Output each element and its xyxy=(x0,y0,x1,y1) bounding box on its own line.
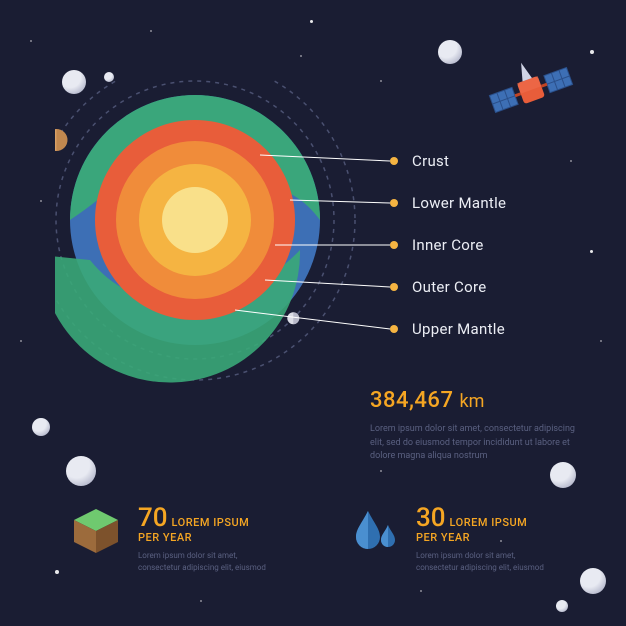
stat-label: LOREM IPSUM xyxy=(450,516,528,529)
earth-layers-diagram xyxy=(85,110,365,390)
distance-stat: 384,467 km Lorem ipsum dolor sit amet, co… xyxy=(370,388,580,464)
satellite-icon xyxy=(486,55,576,125)
distance-description: Lorem ipsum dolor sit amet, consectetur … xyxy=(370,423,580,464)
label-row: Lower Mantle xyxy=(390,182,506,224)
label-text: Inner Core xyxy=(412,236,484,254)
label-text: Lower Mantle xyxy=(412,194,506,212)
stat-value: 70 xyxy=(138,503,168,533)
cube-icon xyxy=(70,505,122,557)
water-drops-icon xyxy=(348,505,400,557)
distance-value: 384,467 xyxy=(370,388,453,413)
label-row: Crust xyxy=(390,140,506,182)
stat-sublabel: PER YEAR xyxy=(138,531,278,544)
label-row: Outer Core xyxy=(390,266,506,308)
distance-unit: km xyxy=(459,391,484,412)
stat-description: Lorem ipsum dolor sit amet, consectetur … xyxy=(416,550,556,574)
label-text: Upper Mantle xyxy=(412,320,505,338)
label-dot-icon xyxy=(390,241,398,249)
bottom-stats-row: 70 LOREM IPSUM PER YEAR Lorem ipsum dolo… xyxy=(70,505,556,574)
label-dot-icon xyxy=(390,199,398,207)
stat-value: 30 xyxy=(416,503,446,533)
label-row: Upper Mantle xyxy=(390,308,506,350)
stat-label: LOREM IPSUM xyxy=(172,516,250,529)
label-text: Crust xyxy=(412,152,449,170)
stat-block: 70 LOREM IPSUM PER YEAR Lorem ipsum dolo… xyxy=(70,505,278,574)
layer-labels-list: Crust Lower Mantle Inner Core Outer Core… xyxy=(390,140,506,350)
label-dot-icon xyxy=(390,157,398,165)
stat-block: 30 LOREM IPSUM PER YEAR Lorem ipsum dolo… xyxy=(348,505,556,574)
label-row: Inner Core xyxy=(390,224,506,266)
stat-description: Lorem ipsum dolor sit amet, consectetur … xyxy=(138,550,278,574)
stat-sublabel: PER YEAR xyxy=(416,531,556,544)
label-dot-icon xyxy=(390,325,398,333)
label-text: Outer Core xyxy=(412,278,486,296)
label-dot-icon xyxy=(390,283,398,291)
